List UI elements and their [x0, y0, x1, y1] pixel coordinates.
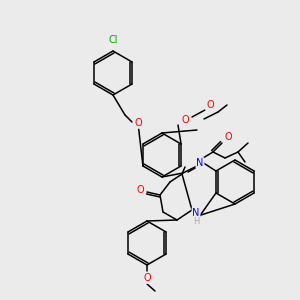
- Text: O: O: [134, 118, 142, 128]
- Text: N: N: [192, 208, 200, 218]
- Text: H: H: [193, 217, 199, 226]
- Text: O: O: [143, 273, 151, 283]
- Text: O: O: [224, 132, 232, 142]
- Text: O: O: [136, 185, 144, 195]
- Text: O: O: [181, 115, 189, 125]
- Text: O: O: [206, 100, 214, 110]
- Text: Cl: Cl: [108, 35, 118, 45]
- Text: N: N: [196, 158, 204, 168]
